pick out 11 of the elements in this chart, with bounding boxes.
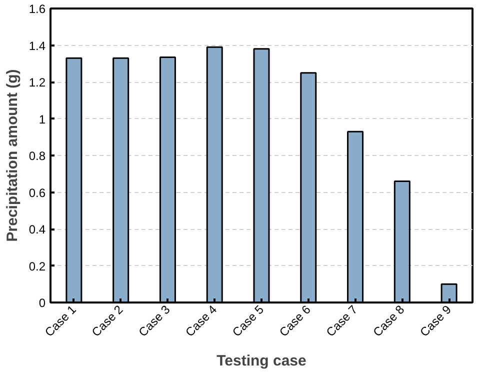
y-tick-label: 0.4	[28, 222, 46, 236]
y-tick-label: 0.2	[28, 259, 46, 274]
y-tick-label: 0.8	[28, 149, 46, 163]
y-tick-label: 0	[38, 296, 46, 310]
y-tick-label: 1	[38, 112, 46, 126]
y-tick-label: 1.6	[28, 2, 46, 16]
y-tick-label: 1.2	[28, 76, 46, 90]
y-tick-label: 0.6	[28, 186, 46, 200]
y-tick-label: 1.4	[28, 38, 46, 53]
x-axis-title: Testing case	[216, 352, 306, 370]
y-axis-title: Precipitation amount (g)	[4, 69, 21, 242]
